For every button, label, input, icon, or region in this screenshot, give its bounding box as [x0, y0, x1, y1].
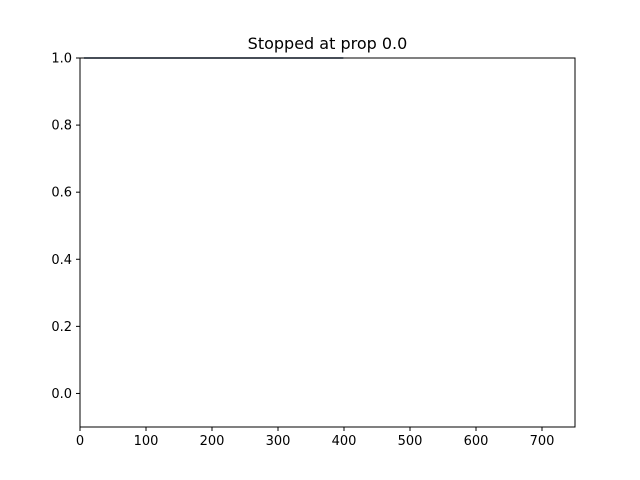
x-tick-label: 300: [266, 434, 291, 449]
x-tick-label: 100: [134, 434, 159, 449]
x-tick-label: 200: [200, 434, 225, 449]
chart-title: Stopped at prop 0.0: [248, 34, 408, 53]
x-axis: 0 100 200 300 400 500 600 700: [76, 427, 555, 449]
x-tick-label: 500: [398, 434, 423, 449]
y-axis: 0.0 0.2 0.4 0.6 0.8 1.0: [51, 52, 80, 402]
x-tick-label: 400: [332, 434, 357, 449]
y-tick-label: 0.2: [51, 320, 72, 335]
y-tick-label: 1.0: [51, 52, 72, 67]
x-tick-label: 700: [530, 434, 555, 449]
y-tick-label: 0.4: [51, 253, 72, 268]
y-tick-label: 0.0: [51, 387, 72, 402]
y-tick-label: 0.8: [51, 119, 72, 134]
x-tick-label: 600: [464, 434, 489, 449]
y-tick-label: 0.6: [51, 186, 72, 201]
plot-frame: [79, 57, 576, 428]
x-tick-label: 0: [76, 434, 84, 449]
